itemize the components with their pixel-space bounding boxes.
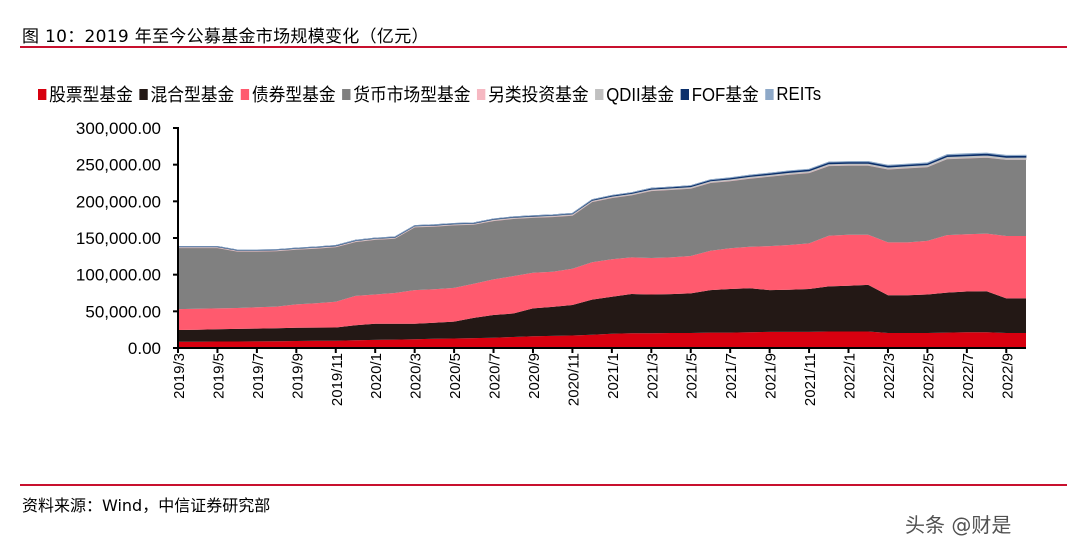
x-tick-label: 2020/9 (526, 353, 543, 399)
legend-label: 股票型基金 (49, 85, 133, 105)
x-tick-label: 2022/1 (842, 353, 859, 399)
area-series-7 (178, 152, 1027, 251)
legend-item: REITs (765, 84, 821, 105)
x-tick-label: 2020/1 (368, 353, 385, 399)
y-tick-label: 100,000.00 (76, 266, 161, 285)
x-tick-label: 2021/11 (802, 353, 819, 406)
x-tick-label: 2019/5 (210, 353, 227, 399)
x-tick-label: 2019/3 (171, 353, 188, 399)
legend-swatch (476, 88, 486, 100)
legend-label: 混合型基金 (150, 85, 235, 105)
title-divider (20, 46, 1067, 48)
legend-label: 另类投资基金 (488, 85, 589, 105)
x-tick-label: 2021/7 (723, 353, 740, 399)
x-tick-label: 2022/3 (881, 353, 898, 399)
source-note: 资料来源：Wind，中信证券研究部 (22, 496, 271, 515)
legend-item: 债券型基金 (240, 81, 336, 107)
y-tick-label: 150,000.00 (76, 229, 161, 248)
x-tick-label: 2021/1 (605, 353, 622, 399)
chart-legend: 股票型基金 混合型基金 债券型基金 货币市场型基金 另类投资基金 QDII基金 FOF基金 R… (38, 81, 828, 107)
area-series-3 (178, 157, 1026, 310)
area-series-2 (178, 233, 1026, 330)
legend-item: 货币市场型基金 (342, 81, 470, 107)
legend-swatch (38, 88, 47, 100)
x-tick-label: 2020/7 (487, 353, 504, 399)
legend-item: 股票型基金 (38, 81, 133, 107)
x-tick-label: 2020/3 (408, 353, 425, 399)
x-tick-label: 2021/5 (684, 353, 701, 399)
y-tick-label: 250,000.00 (76, 156, 161, 175)
legend-label: 货币市场型基金 (353, 85, 471, 105)
y-tick-label: 300,000.00 (76, 119, 161, 138)
y-tick-label: 200,000.00 (76, 192, 161, 211)
legend-item: QDII基金 (595, 81, 674, 107)
legend-label: REITs (776, 83, 822, 104)
watermark: 头条 @财是 (905, 513, 1012, 537)
x-tick-label: 2020/11 (565, 353, 582, 406)
x-tick-label: 2021/3 (644, 353, 661, 399)
legend-swatch (595, 88, 604, 100)
figure-title: 图 10：2019 年至今公募基金市场规模变化（亿元） (22, 27, 429, 47)
footer-divider (20, 484, 1067, 486)
area-series-1 (178, 284, 1026, 342)
legend-swatch (139, 88, 148, 100)
legend-label: QDII基金 (606, 85, 675, 105)
legend-swatch (680, 88, 690, 100)
x-tick-label: 2022/7 (960, 353, 977, 399)
legend-label: FOF基金 (691, 85, 759, 105)
legend-item: FOF基金 (680, 81, 759, 107)
area-series-0 (178, 331, 1026, 348)
stacked-area-chart: 0.00 50,000.00 100,000.00 150,000.00 200,000… (76, 119, 1027, 406)
legend-label: 债券型基金 (251, 85, 336, 105)
x-tick-label: 2019/11 (329, 353, 346, 406)
x-tick-label: 2019/9 (289, 353, 306, 399)
legend-swatch (765, 88, 774, 100)
x-tick-label: 2020/5 (447, 353, 464, 399)
legend-swatch (342, 88, 351, 100)
y-tick-label: 0.00 (128, 339, 161, 358)
x-tick-label: 2021/9 (763, 353, 780, 399)
y-tick-label: 50,000.00 (85, 302, 161, 321)
x-tick-label: 2019/7 (250, 353, 267, 399)
x-tick-label: 2022/5 (920, 353, 937, 399)
x-tick-label: 2022/9 (999, 353, 1016, 399)
legend-item: 混合型基金 (139, 81, 234, 107)
legend-swatch (240, 88, 250, 100)
legend-item: 另类投资基金 (476, 81, 589, 107)
